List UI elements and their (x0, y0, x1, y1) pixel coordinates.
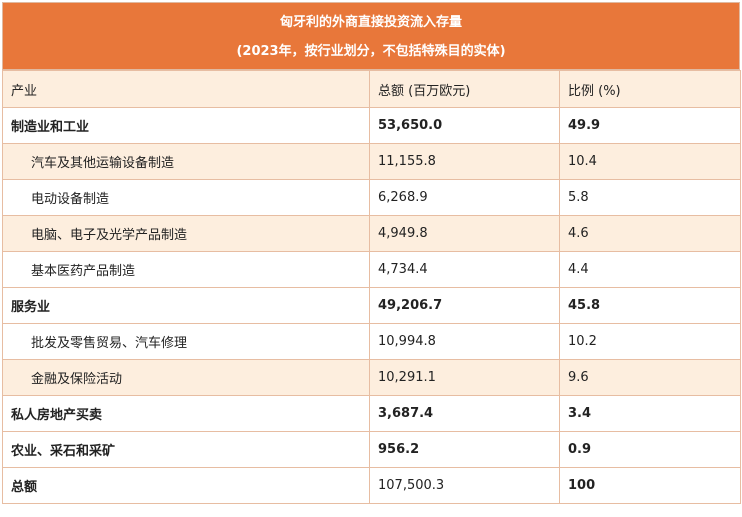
row-amount: 4,734.4 (369, 251, 560, 288)
row-name: 批发及零售贸易、汽车修理 (2, 323, 370, 360)
table-row-finance: 金融及保险活动 10,291.1 9.6 (2, 359, 741, 396)
row-name: 农业、采石和采矿 (2, 431, 370, 468)
table-header-row: 产业 总额 (百万欧元) 比例 (%) (2, 70, 741, 108)
row-percent: 5.8 (559, 179, 741, 216)
row-percent: 49.9 (559, 107, 741, 144)
table-title: 匈牙利的外商直接投资流入存量 (279, 15, 462, 30)
row-amount: 10,994.8 (369, 323, 560, 360)
row-percent: 4.4 (559, 251, 741, 288)
table-row-services: 服务业 49,206.7 45.8 (2, 287, 741, 324)
table-row-agriculture: 农业、采石和采矿 956.2 0.9 (2, 431, 741, 468)
row-amount: 53,650.0 (369, 107, 560, 144)
row-name: 金融及保险活动 (2, 359, 370, 396)
row-percent: 0.9 (559, 431, 741, 468)
table-row-total: 总额 107,500.3 100 (2, 467, 741, 504)
row-name: 电动设备制造 (2, 179, 370, 216)
row-percent: 3.4 (559, 395, 741, 432)
fdi-table: 产业 总额 (百万欧元) 比例 (%) 制造业和工业 53,650.0 49.9… (2, 70, 741, 504)
fdi-table-container: 匈牙利的外商直接投资流入存量 (2023年，按行业划分，不包括特殊目的实体) 产… (2, 2, 741, 504)
row-percent: 10.2 (559, 323, 741, 360)
table-row-computers: 电脑、电子及光学产品制造 4,949.8 4.6 (2, 215, 741, 252)
row-amount: 956.2 (369, 431, 560, 468)
row-name: 制造业和工业 (2, 107, 370, 144)
row-amount: 11,155.8 (369, 143, 560, 180)
row-name: 电脑、电子及光学产品制造 (2, 215, 370, 252)
row-percent: 100 (559, 467, 741, 504)
table-row-manufacturing: 制造业和工业 53,650.0 49.9 (2, 107, 741, 144)
header-industry: 产业 (2, 70, 370, 108)
row-name: 服务业 (2, 287, 370, 324)
row-amount: 6,268.9 (369, 179, 560, 216)
row-percent: 45.8 (559, 287, 741, 324)
table-row-electrical: 电动设备制造 6,268.9 5.8 (2, 179, 741, 216)
row-amount: 3,687.4 (369, 395, 560, 432)
row-name: 私人房地产买卖 (2, 395, 370, 432)
row-percent: 10.4 (559, 143, 741, 180)
row-amount: 107,500.3 (369, 467, 560, 504)
row-name: 基本医药产品制造 (2, 251, 370, 288)
row-percent: 4.6 (559, 215, 741, 252)
row-name: 汽车及其他运输设备制造 (2, 143, 370, 180)
table-row-real-estate: 私人房地产买卖 3,687.4 3.4 (2, 395, 741, 432)
table-row-pharma: 基本医药产品制造 4,734.4 4.4 (2, 251, 741, 288)
row-amount: 49,206.7 (369, 287, 560, 324)
table-row-trade: 批发及零售贸易、汽车修理 10,994.8 10.2 (2, 323, 741, 360)
row-name: 总额 (2, 467, 370, 504)
table-subtitle: (2023年，按行业划分，不包括特殊目的实体) (236, 44, 506, 59)
row-percent: 9.6 (559, 359, 741, 396)
row-amount: 10,291.1 (369, 359, 560, 396)
row-amount: 4,949.8 (369, 215, 560, 252)
table-row-vehicles: 汽车及其他运输设备制造 11,155.8 10.4 (2, 143, 741, 180)
header-amount: 总额 (百万欧元) (369, 70, 560, 108)
header-percent: 比例 (%) (559, 70, 741, 108)
table-title-bar: 匈牙利的外商直接投资流入存量 (2023年，按行业划分，不包括特殊目的实体) (2, 2, 740, 70)
